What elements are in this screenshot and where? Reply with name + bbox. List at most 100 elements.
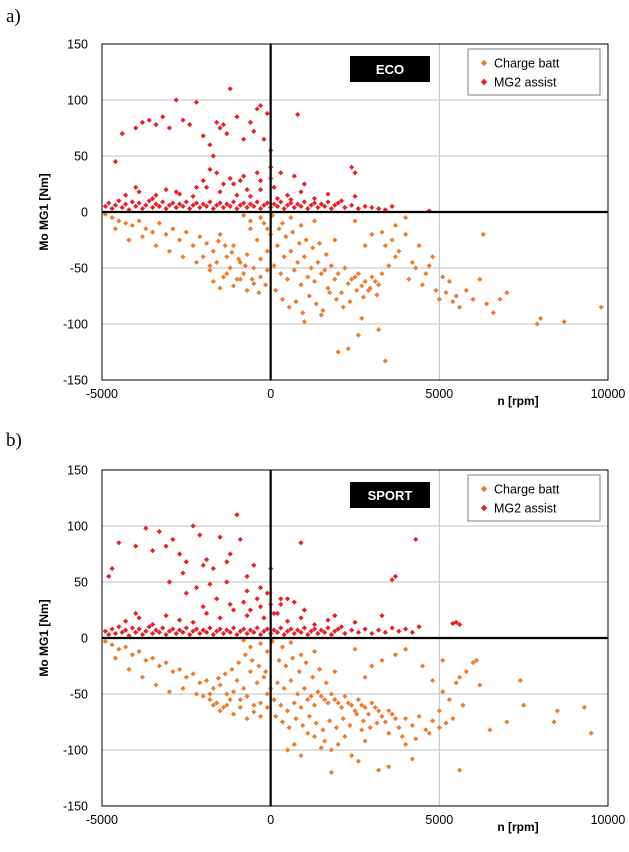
point-eco-0-52 [318, 271, 324, 277]
y-tick-label-eco-3: 0 [81, 206, 88, 220]
point-eco-0-1 [109, 215, 115, 221]
point-eco-0-88 [327, 290, 333, 296]
point-eco-0-85 [306, 293, 313, 299]
point-sport-0-36 [210, 702, 216, 708]
point-eco-0-21 [244, 251, 250, 258]
point-eco-1-125 [160, 114, 166, 120]
point-eco-1-35 [220, 204, 227, 211]
point-eco-0-153 [126, 237, 132, 243]
point-eco-0-24 [264, 248, 270, 254]
y-tick-label-sport-6: 150 [67, 464, 88, 478]
point-eco-1-25 [187, 206, 193, 212]
point-eco-1-32 [210, 206, 216, 212]
point-sport-1-69 [335, 626, 341, 632]
point-eco-1-117 [173, 189, 179, 195]
point-eco-1-34 [217, 200, 223, 206]
point-sport-0-142 [581, 704, 587, 711]
point-sport-0-15 [203, 677, 210, 684]
point-eco-1-104 [278, 170, 284, 176]
point-sport-0-140 [551, 719, 557, 725]
point-sport-0-60 [372, 704, 378, 711]
point-eco-0-9 [163, 231, 169, 237]
point-eco-0-93 [360, 294, 367, 300]
point-sport-0-96 [263, 669, 269, 675]
point-sport-0-160 [112, 655, 119, 661]
point-eco-1-48 [264, 200, 270, 206]
point-sport-0-184 [419, 663, 426, 669]
point-sport-1-143 [298, 540, 304, 546]
point-sport-0-187 [477, 682, 483, 688]
point-eco-1-56 [291, 204, 297, 211]
point-eco-1-119 [112, 159, 119, 165]
point-eco-1-134 [214, 119, 220, 125]
point-eco-1-59 [301, 199, 307, 205]
point-eco-0-77 [362, 278, 368, 285]
point-eco-1-64 [318, 201, 324, 207]
point-eco-0-165 [279, 220, 286, 226]
point-eco-1-102 [254, 170, 260, 176]
point-eco-0-44 [264, 267, 270, 273]
point-eco-1-6 [123, 201, 129, 207]
point-eco-0-3 [123, 220, 129, 226]
point-sport-0-48 [291, 700, 297, 706]
point-sport-0-123 [426, 730, 432, 736]
point-sport-0-70 [315, 689, 321, 695]
point-eco-1-92 [298, 189, 304, 195]
point-sport-0-61 [379, 713, 385, 719]
point-sport-0-69 [308, 693, 314, 699]
point-sport-0-37 [217, 708, 223, 714]
point-sport-0-157 [318, 745, 324, 751]
point-sport-0-176 [369, 663, 375, 669]
point-eco-1-31 [207, 199, 213, 205]
point-eco-0-15 [203, 240, 210, 246]
point-eco-0-50 [305, 274, 311, 280]
point-sport-1-132 [217, 534, 223, 540]
point-sport-0-35 [200, 693, 206, 699]
point-sport-0-121 [399, 733, 405, 740]
point-eco-0-53 [325, 285, 331, 291]
point-sport-0-75 [349, 702, 355, 708]
point-sport-1-50 [271, 627, 277, 633]
point-eco-1-113 [257, 187, 264, 193]
point-eco-1-89 [257, 178, 264, 184]
point-eco-1-14 [150, 204, 156, 211]
point-eco-1-44 [251, 203, 257, 209]
point-sport-0-12 [183, 674, 189, 680]
point-eco-1-13 [146, 198, 152, 204]
point-eco-1-28 [197, 204, 203, 211]
point-eco-0-8 [156, 220, 162, 226]
point-eco-0-31 [227, 265, 233, 271]
point-eco-0-161 [257, 215, 264, 221]
point-sport-0-95 [374, 720, 380, 726]
point-eco-1-135 [217, 125, 223, 131]
point-eco-0-97 [256, 290, 262, 296]
point-sport-0-165 [180, 685, 186, 691]
point-sport-0-85 [306, 713, 313, 719]
point-eco-0-116 [409, 259, 415, 265]
point-sport-0-103 [215, 675, 221, 681]
point-eco-1-140 [241, 136, 247, 142]
point-eco-0-36 [210, 278, 216, 285]
mode-label-sport: SPORT [350, 482, 430, 508]
point-eco-1-108 [247, 193, 254, 199]
point-sport-0-111 [323, 680, 329, 686]
point-sport-1-82 [450, 620, 456, 627]
point-eco-0-107 [296, 240, 302, 246]
point-eco-1-62 [311, 200, 318, 206]
point-sport-0-84 [300, 722, 306, 728]
point-eco-1-4 [116, 198, 122, 204]
point-sport-0-63 [392, 716, 399, 722]
point-eco-0-84 [300, 310, 306, 316]
point-sport-0-156 [362, 738, 368, 744]
point-sport-0-148 [349, 753, 355, 759]
point-sport-0-55 [338, 704, 345, 711]
point-eco-1-96 [352, 193, 358, 199]
point-sport-0-183 [298, 652, 304, 658]
point-eco-1-137 [224, 131, 230, 137]
y-axis-title-eco: Mo MG1 [Nm] [37, 173, 51, 250]
point-eco-0-117 [416, 243, 422, 249]
point-eco-0-149 [359, 315, 365, 321]
point-eco-0-46 [278, 271, 284, 277]
point-eco-0-17 [217, 231, 223, 237]
point-eco-0-99 [242, 263, 248, 269]
